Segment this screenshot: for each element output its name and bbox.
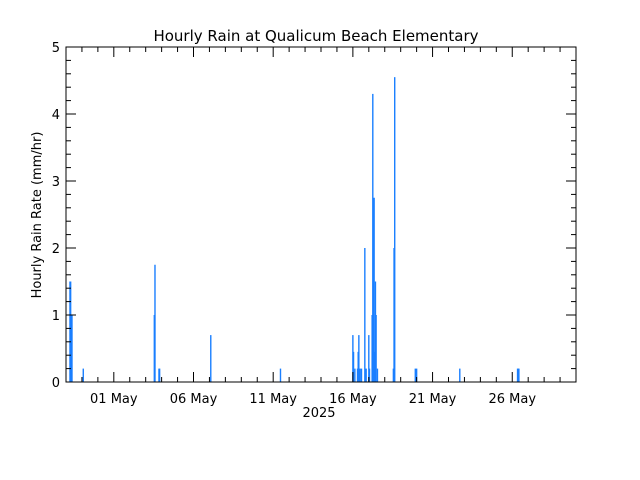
rain-bar: [352, 351, 355, 382]
rain-bar: [372, 93, 374, 383]
rain-bar: [364, 248, 366, 382]
rain-bar: [518, 368, 520, 382]
rain-bar: [375, 315, 377, 382]
y-tick-label: 4: [52, 108, 60, 123]
y-axis-label: Hourly Rain Rate (mm/hr): [30, 132, 45, 299]
rain-bar: [359, 368, 361, 382]
rain-bar: [415, 368, 418, 382]
y-tick-label: 0: [52, 376, 60, 391]
x-tick-label: 11 May: [249, 392, 297, 407]
rain-bar: [368, 335, 370, 382]
x-tick-label: 26 May: [488, 392, 536, 407]
rain-bar: [368, 368, 371, 382]
rain-bar: [365, 368, 367, 382]
rain-bar: [210, 335, 212, 382]
rain-bar: [414, 368, 416, 382]
rain-bar: [71, 315, 73, 382]
y-tick-labels: 0 1 2 3 4 5: [52, 41, 60, 391]
rain-bar: [360, 368, 363, 382]
rain-bar: [358, 335, 360, 382]
rain-bar: [82, 368, 84, 382]
rain-bar: [459, 368, 461, 382]
rain-bar: [354, 368, 356, 382]
bars-group: [69, 77, 520, 383]
x-tick-label: 21 May: [409, 392, 457, 407]
x-tick-label: 01 May: [90, 392, 138, 407]
y-tick-label: 2: [52, 242, 60, 257]
rain-bar: [376, 368, 379, 382]
x-tick-label: 06 May: [170, 392, 218, 407]
plot-frame: [65, 46, 577, 383]
y-tick-label: 3: [52, 175, 60, 190]
chart-title: Hourly Rain at Qualicum Beach Elementary: [153, 27, 478, 45]
x-tick-labels: 01 May 06 May 11 May 16 May 21 May 26 May: [90, 392, 536, 407]
axis-ticks: [65, 46, 577, 383]
x-axis-label: 2025: [302, 406, 335, 421]
rain-bar: [154, 264, 156, 382]
rain-bar: [158, 368, 161, 382]
y-tick-label: 1: [52, 309, 60, 324]
rain-bar: [279, 368, 282, 382]
x-tick-label: 16 May: [329, 392, 377, 407]
rain-bar: [394, 77, 396, 383]
rain-bar: [373, 197, 375, 382]
y-tick-label: 5: [52, 41, 60, 56]
